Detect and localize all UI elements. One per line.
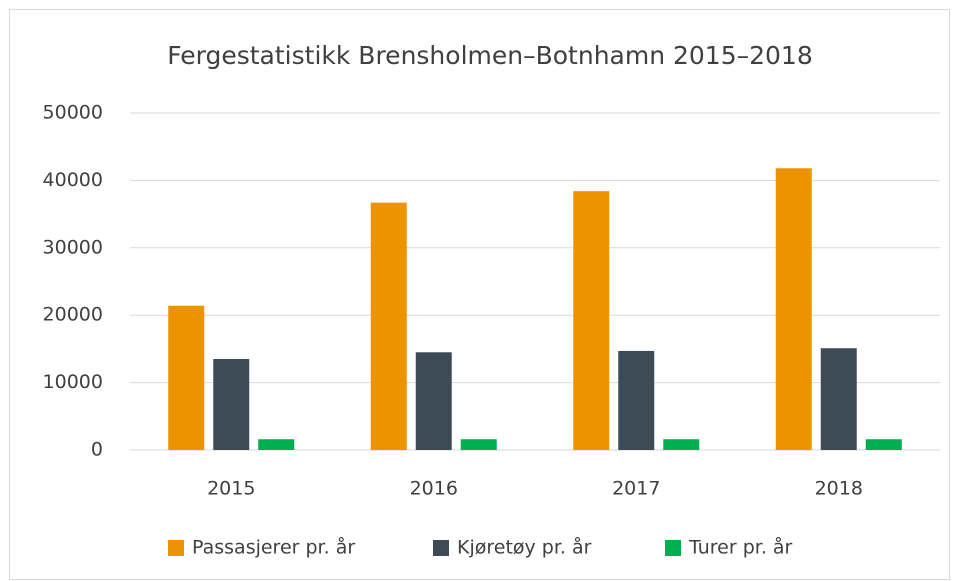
bar (213, 359, 250, 450)
bar (618, 350, 655, 450)
legend-label: Passasjerer pr. år (192, 536, 355, 559)
bar (663, 439, 700, 450)
y-tick-label: 20000 (43, 304, 103, 326)
chart-title: Fergestatistikk Brensholmen–Botnhamn 201… (167, 41, 813, 70)
bar (820, 348, 857, 450)
legend-swatch (433, 540, 449, 556)
bar (168, 305, 205, 450)
x-tick-label: 2018 (815, 478, 863, 500)
x-tick-label: 2017 (612, 478, 660, 500)
legend-swatch (168, 540, 184, 556)
y-tick-label: 40000 (43, 169, 103, 191)
y-tick-label: 0 (91, 439, 103, 461)
x-tick-label: 2016 (410, 478, 458, 500)
legend-label: Kjøretøy pr. år (457, 536, 592, 559)
y-tick-label: 10000 (43, 371, 103, 393)
bar (573, 191, 610, 450)
bar (415, 352, 452, 450)
x-tick-label: 2015 (207, 478, 255, 500)
y-tick-label: 50000 (43, 102, 103, 124)
legend-swatch (665, 540, 681, 556)
bar (460, 439, 497, 450)
bar (370, 202, 407, 450)
legend-label: Turer pr. år (688, 536, 793, 559)
bar (258, 439, 295, 450)
bar (865, 439, 902, 450)
y-tick-label: 30000 (43, 236, 103, 258)
bar (775, 168, 812, 450)
